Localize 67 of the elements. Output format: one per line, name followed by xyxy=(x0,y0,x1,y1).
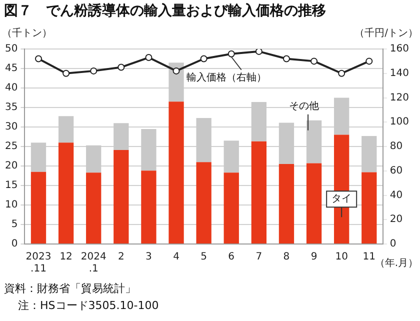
chart-title: 図７ でん粉誘導体の輸入量および輸入価格の推移 xyxy=(4,2,326,20)
y2-tick-label: 60 xyxy=(390,165,403,176)
x-tick-label: 2024 .1 xyxy=(80,252,106,275)
y2-tick-label: 20 xyxy=(390,214,403,226)
x-tick-label: 6 xyxy=(228,252,235,263)
y-tick-label: 20 xyxy=(4,160,18,172)
bar xyxy=(196,162,212,244)
x-tick-label: 7 xyxy=(256,252,262,263)
y2-tick-label: 40 xyxy=(390,190,403,201)
x-tick-label: 11 xyxy=(362,252,376,263)
bar xyxy=(58,142,74,244)
x-tick-label: 5 xyxy=(200,252,208,263)
x-tick-label: 12 xyxy=(60,252,72,263)
y-tick-label: 35 xyxy=(4,102,18,114)
y-tick-label: 30 xyxy=(4,122,18,133)
point xyxy=(145,54,152,62)
x-tick-label: 2 xyxy=(118,252,124,263)
x-tick-label: 2023 .11 xyxy=(26,252,52,275)
x-tick-label: 9 xyxy=(310,252,318,263)
point xyxy=(255,49,262,55)
y-tick-label: 5 xyxy=(11,219,18,230)
x-tick-label: 10 xyxy=(335,252,348,263)
bar xyxy=(306,163,322,244)
point xyxy=(172,67,180,74)
bar xyxy=(114,150,129,244)
y2-tick-label: 120 xyxy=(390,92,410,104)
y2-tick-label: 100 xyxy=(390,116,410,128)
y2-tick-label: 80 xyxy=(390,141,403,152)
bar xyxy=(168,102,184,244)
bar xyxy=(141,170,156,244)
y-tick-label: 10 xyxy=(4,200,18,211)
point xyxy=(62,70,70,77)
series-label: 輸入価格（右軸） xyxy=(186,71,266,84)
y-tick-label: 0 xyxy=(11,238,18,250)
bar xyxy=(362,172,377,244)
text: 資料：財務省「貿易統計」 xyxy=(4,281,137,297)
y-tick-label: 50 xyxy=(4,44,18,55)
y2-axis-title: （千円/トン） xyxy=(354,26,418,40)
x-tick-label: 3 xyxy=(146,252,152,263)
series-label: タイ xyxy=(332,194,352,205)
point xyxy=(118,64,125,71)
bar xyxy=(251,141,266,244)
bar xyxy=(30,172,46,244)
point xyxy=(338,70,346,77)
y2-tick-label: 0 xyxy=(390,238,396,250)
point xyxy=(282,55,290,62)
x-tick-label: 8 xyxy=(283,252,290,263)
y-tick-label: 15 xyxy=(4,180,18,192)
x-axis-title: （年.月） xyxy=(374,257,418,270)
y-axis-title: （千トン） xyxy=(2,26,52,40)
text: 注：HSコード3505.10-100 xyxy=(17,298,159,314)
x-tick-label: 4 xyxy=(173,252,180,263)
point xyxy=(90,67,98,74)
point xyxy=(310,58,318,65)
series-label: その他 xyxy=(289,100,320,112)
y2-tick-label: 140 xyxy=(390,68,410,79)
y-tick-label: 40 xyxy=(4,82,18,94)
y2-tick-label: 160 xyxy=(390,44,410,55)
bar xyxy=(86,172,102,244)
y-tick-label: 25 xyxy=(4,141,18,152)
point xyxy=(35,55,42,62)
bar xyxy=(278,164,294,244)
y-tick-label: 45 xyxy=(4,63,18,74)
point xyxy=(366,58,373,65)
point xyxy=(228,50,235,58)
bar xyxy=(224,172,239,244)
point xyxy=(200,55,208,62)
